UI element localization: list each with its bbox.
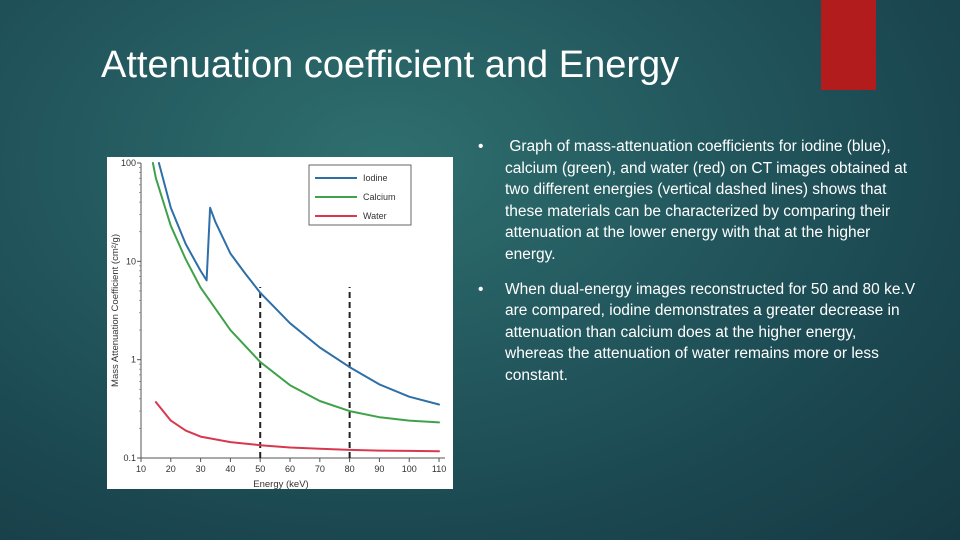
y-axis-label: Mass Attenuation Coefficient (cm²/g): [110, 234, 121, 387]
x-tick-label: 50: [255, 464, 265, 474]
x-axis-label: Energy (keV): [253, 479, 308, 489]
y-tick-label: 1: [131, 355, 136, 365]
bullet-marker: •: [478, 280, 484, 298]
x-tick-label: 60: [285, 464, 295, 474]
y-tick-label: 10: [126, 256, 136, 266]
x-tick-label: 80: [345, 464, 355, 474]
bullet-text: When dual-energy images reconstructed fo…: [505, 280, 916, 384]
y-tick-label: 0.1: [123, 453, 136, 463]
series-line-water: [154, 401, 440, 453]
bullet-marker: •: [478, 138, 484, 155]
x-tick-label: 10: [136, 464, 146, 474]
x-tick-label: 40: [225, 464, 235, 474]
chart-panel: 10 20 30 40 50 60 70 80 90 100 110 0.1 1 10 100 Iodine…: [107, 157, 453, 489]
y-tick-label: 100: [121, 158, 136, 168]
x-tick-label: 20: [166, 464, 176, 474]
accent-tab: [821, 0, 876, 90]
bullet-item: • When dual-energy images reconstructed …: [478, 279, 918, 387]
series-line-iodine: [157, 162, 440, 406]
x-tick-label: 30: [196, 464, 206, 474]
bullet-list: • Graph of mass-attenuation coefficients…: [478, 136, 918, 400]
x-tick-label: 110: [432, 464, 446, 474]
series-line-calcium: [151, 162, 440, 424]
legend-label: Iodine: [363, 173, 388, 183]
bullet-item: • Graph of mass-attenuation coefficients…: [478, 136, 918, 266]
legend-label: Calcium: [363, 192, 396, 202]
bullet-text: Graph of mass-attenuation coefficients f…: [505, 138, 912, 263]
x-tick-label: 90: [374, 464, 384, 474]
legend-label: Water: [363, 211, 387, 221]
slide-title: Attenuation coefficient and Energy: [101, 44, 680, 86]
x-tick-label: 100: [402, 464, 417, 474]
x-tick-label: 70: [315, 464, 325, 474]
